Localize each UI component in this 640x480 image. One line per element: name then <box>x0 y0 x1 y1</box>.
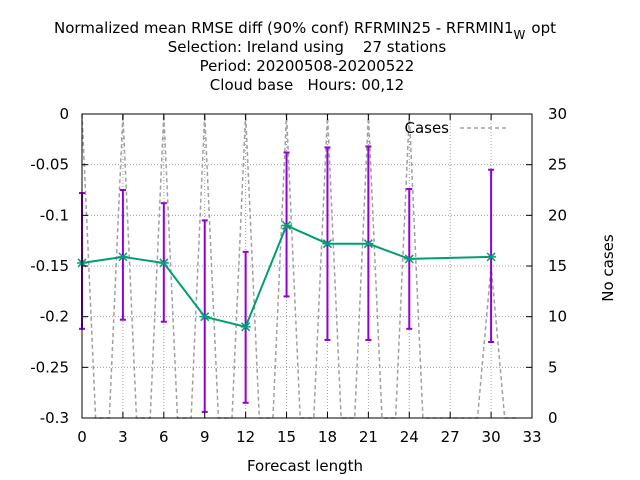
x-tick-label: 12 <box>236 428 255 446</box>
y2-tick-label: 25 <box>548 156 567 174</box>
title-subscript: W <box>514 28 526 42</box>
data-point <box>322 239 333 249</box>
x-tick-label: 9 <box>200 428 210 446</box>
mean-line <box>81 224 492 328</box>
svg-text:Normalized mean RMSE diff (90%: Normalized mean RMSE diff (90% conf) RFR… <box>54 19 556 42</box>
y-tick-label: -0.2 <box>40 308 69 326</box>
y2-tick-label: 30 <box>548 105 567 123</box>
title-suffix: opt <box>531 19 556 37</box>
grid <box>82 114 532 418</box>
y2-tick-label: 20 <box>548 206 567 224</box>
mean-series <box>77 220 497 332</box>
y2-axis-label: No cases <box>599 234 617 302</box>
y-tick-label: 0 <box>59 105 69 123</box>
axes: 0 3 6 9 12 15 18 21 24 27 30 33 0 -0.05 -0.1 -0.15 -0.2 -… <box>30 105 567 446</box>
y-tick-label: -0.1 <box>40 206 69 224</box>
x-axis-label: Forecast length <box>247 457 363 475</box>
x-tick-label: 0 <box>77 428 87 446</box>
title-line-2: Selection: Ireland using 27 stations <box>168 38 447 56</box>
data-point <box>199 312 210 322</box>
title-line-3: Period: 20200508-20200522 <box>200 57 415 75</box>
data-point <box>117 252 128 262</box>
data-point <box>486 252 497 262</box>
y-tick-label: -0.25 <box>30 358 69 376</box>
x-tick-label: 21 <box>359 428 378 446</box>
x-tick-label: 33 <box>522 428 541 446</box>
y2-tick-label: 5 <box>548 358 558 376</box>
data-point <box>281 220 292 230</box>
x-tick-label: 3 <box>118 428 128 446</box>
data-point <box>404 254 415 264</box>
y-tick-label: -0.3 <box>40 409 69 427</box>
legend: Cases <box>404 119 506 137</box>
data-point <box>240 322 251 332</box>
y2-tick-label: 0 <box>548 409 558 427</box>
y2-tick-label: 15 <box>548 257 567 275</box>
title-line-1: Normalized mean RMSE diff (90% conf) RFR… <box>54 19 514 37</box>
cases-series <box>81 113 519 419</box>
x-tick-label: 24 <box>400 428 419 446</box>
x-tick-label: 15 <box>277 428 296 446</box>
title-line-4: Cloud base Hours: 00,12 <box>210 76 404 94</box>
data-point <box>363 239 374 249</box>
x-tick-label: 6 <box>159 428 169 446</box>
chart-title: Normalized mean RMSE diff (90% conf) RFR… <box>54 19 556 94</box>
cases-line <box>81 113 519 419</box>
x-tick-label: 27 <box>441 428 460 446</box>
y-tick-label: -0.05 <box>30 156 69 174</box>
y2-tick-label: 10 <box>548 308 567 326</box>
y-tick-label: -0.15 <box>30 257 69 275</box>
data-point <box>158 258 169 268</box>
legend-label: Cases <box>404 119 449 137</box>
x-tick-label: 18 <box>318 428 337 446</box>
x-tick-label: 30 <box>482 428 501 446</box>
